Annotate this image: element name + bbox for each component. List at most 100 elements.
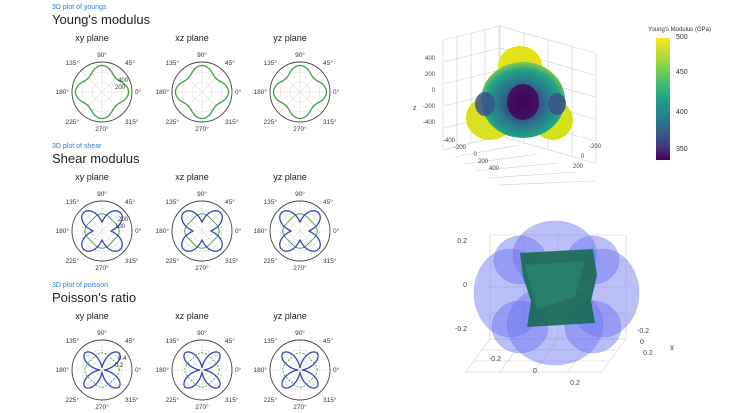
angle-label: 315° [323, 257, 337, 265]
x-tick: 400 [489, 166, 500, 172]
right-tick: -0.2 [637, 328, 649, 335]
grid-spoke [299, 348, 322, 371]
section-link-poisson[interactable]: 3D plot of poisson [52, 282, 109, 289]
colorbar [656, 38, 670, 160]
angle-label: 180° [254, 366, 268, 374]
angle-label: 180° [156, 88, 170, 96]
polar-plot-title: xz plane [175, 311, 209, 321]
angle-label: 0° [135, 227, 142, 235]
radial-label: 0.4 [118, 356, 127, 362]
angle-label: 270° [293, 125, 307, 133]
grid-spoke [201, 369, 224, 392]
polar-plot-shear-1[interactable]: 0° 45° 90° 135° 180° 225° 270° 315° [156, 190, 242, 272]
section-link-shear[interactable]: 3D plot of shear [52, 143, 102, 150]
grid-spoke [201, 70, 224, 93]
y-tick: 200 [573, 164, 584, 170]
angle-label: 225° [66, 118, 80, 126]
shear-3d-plot[interactable]: 0.2 0 -0.2 -0.2 0 0.2 -0.2 0 0.2 x [425, 205, 695, 400]
bottom-tick: -0.2 [489, 356, 501, 363]
angle-label: 0° [235, 88, 242, 96]
angle-label: 135° [66, 198, 80, 206]
polar-plot-poisson-0[interactable]: 0° 45° 90° 135° 180° 225° 270° 315° 0.40.2 [56, 329, 142, 411]
outer-ring [71, 61, 133, 123]
outer-ring [269, 200, 331, 262]
angle-label: 45° [225, 337, 235, 345]
angle-label: 180° [156, 366, 170, 374]
grid-spoke [201, 348, 224, 371]
angle-label: 135° [66, 337, 80, 345]
grid-line [532, 338, 559, 374]
grid-spoke [180, 91, 203, 114]
grid-spoke [299, 91, 322, 114]
section-title-young: Young's modulus [52, 12, 151, 27]
x-tick: -400 [443, 138, 456, 144]
grid-line [442, 69, 501, 85]
grid-line [464, 153, 539, 165]
polar-plot-shear-2[interactable]: 0° 45° 90° 135° 180° 225° 270° 315° [254, 190, 340, 272]
angle-label: 315° [225, 118, 239, 126]
section-title-shear: Shear modulus [52, 151, 140, 166]
curve-blue [281, 351, 319, 389]
outer-ring [269, 339, 331, 401]
curve-blue [83, 351, 121, 389]
radial-label: 200 [118, 217, 129, 223]
angle-label: 0° [135, 366, 142, 374]
curve-green [282, 352, 318, 388]
inner-surface-facet [525, 261, 585, 309]
angle-label: 135° [166, 337, 180, 345]
angle-label: 0° [235, 366, 242, 374]
curve-blue [183, 351, 221, 389]
grid-line [499, 25, 596, 54]
angle-label: 45° [125, 59, 135, 67]
angle-label: 135° [166, 198, 180, 206]
grid-line [566, 338, 593, 374]
angle-label: 135° [66, 59, 80, 67]
colorbar-tick: 400 [676, 109, 688, 116]
z-tick: 200 [425, 72, 436, 78]
grid-spoke [80, 91, 103, 114]
angle-label: 0° [333, 366, 340, 374]
grid-spoke [180, 70, 203, 93]
angle-label: 0° [333, 227, 340, 235]
radial-label: 0.2 [115, 363, 124, 369]
z-tick: -200 [423, 104, 436, 110]
angle-label: 45° [225, 198, 235, 206]
angle-label: 315° [125, 396, 139, 404]
grid-line [498, 338, 525, 374]
grid-spoke [101, 369, 124, 392]
angle-label: 45° [323, 337, 333, 345]
outer-ring [171, 200, 233, 262]
angle-label: 270° [293, 403, 307, 411]
angle-label: 0° [235, 227, 242, 235]
angle-label: 180° [156, 227, 170, 235]
polar-plot-young-2[interactable]: 0° 45° 90° 135° 180° 225° 270° 315° [254, 51, 340, 133]
section-link-young[interactable]: 3D plot of youngs [52, 4, 107, 11]
curve-green [184, 213, 220, 249]
colorbar-title: Young's Modulus (GPa) [648, 27, 711, 33]
bottom-tick: 0.2 [570, 380, 580, 387]
grid-line [600, 338, 627, 374]
polar-plot-young-1[interactable]: 0° 45° 90° 135° 180° 225° 270° 315° [156, 51, 242, 133]
left-tick: -0.2 [455, 326, 467, 333]
angle-label: 225° [66, 396, 80, 404]
angle-label: 135° [264, 198, 278, 206]
angle-label: 225° [264, 257, 278, 265]
angle-label: 270° [195, 264, 209, 272]
right-tick: 0 [640, 339, 644, 346]
curve-blue [279, 210, 321, 252]
polar-plot-poisson-2[interactable]: 0° 45° 90° 135° 180° 225° 270° 315° [254, 329, 340, 411]
curve-green [272, 64, 328, 120]
polar-plot-title: xy plane [75, 311, 109, 321]
polar-plot-poisson-1[interactable]: 0° 45° 90° 135° 180° 225° 270° 315° [156, 329, 242, 411]
angle-label: 270° [195, 125, 209, 133]
angle-label: 315° [323, 396, 337, 404]
grid-spoke [201, 91, 224, 114]
angle-label: 225° [166, 257, 180, 265]
angle-label: 90° [295, 329, 305, 337]
angle-label: 90° [295, 51, 305, 59]
radial-label: 100 [115, 224, 126, 230]
polar-plot-title: yz plane [273, 33, 307, 43]
